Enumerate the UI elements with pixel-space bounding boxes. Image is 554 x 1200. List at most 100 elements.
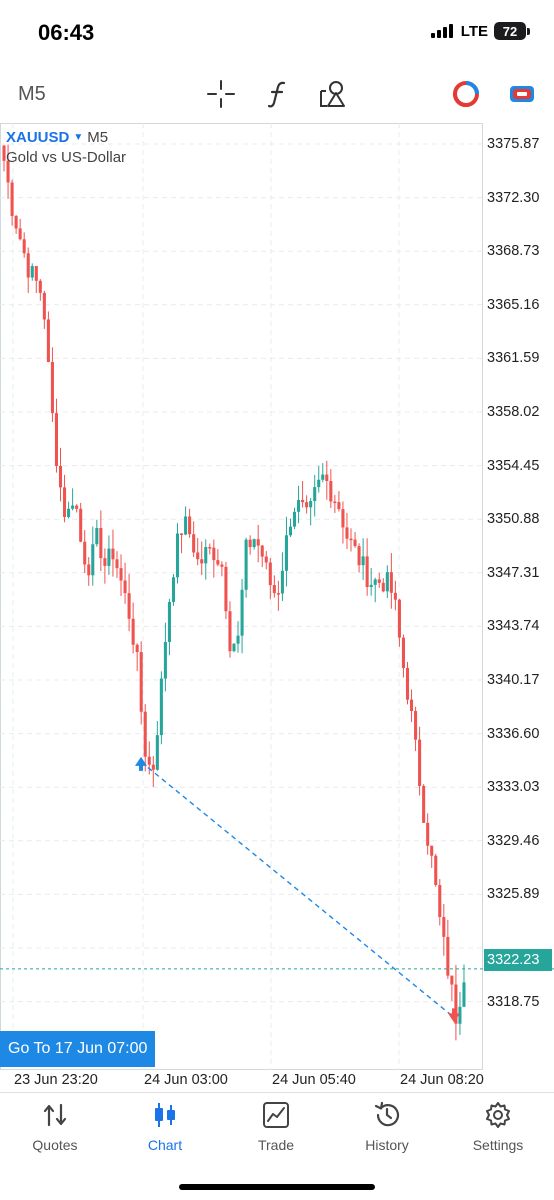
price-label: 3368.73 (487, 243, 540, 260)
candle-body (232, 643, 236, 652)
candle-body (414, 711, 418, 740)
candle-body (131, 618, 135, 645)
candle-body (123, 580, 127, 594)
candle-body (200, 559, 204, 564)
symbol-description: Gold vs US-Dollar (6, 149, 127, 166)
candle-body (450, 975, 454, 985)
candle-body (280, 570, 284, 594)
candle-body (6, 160, 10, 183)
candle-body (313, 487, 317, 502)
scroll-marker-icon (460, 1069, 462, 1070)
candle-body (151, 764, 155, 770)
candle-body (244, 539, 248, 590)
sell-arrow-icon (448, 1008, 460, 1023)
candle-body (75, 505, 79, 509)
candle-body (329, 480, 333, 502)
candle-body (438, 884, 442, 918)
chart-toolbar: M5 (0, 66, 554, 122)
candle-body (18, 228, 22, 240)
candle-body (353, 539, 357, 547)
price-label: 3375.87 (487, 136, 540, 152)
candle-body (409, 699, 414, 712)
objects-icon[interactable] (318, 78, 350, 110)
price-chart[interactable]: XAUUSD ▼ M5 Gold vs US-Dollar Go To 17 J… (0, 123, 554, 1070)
symbol-header: XAUUSD ▼ M5 (6, 129, 108, 146)
crosshair-icon[interactable] (205, 78, 237, 110)
tab-trade[interactable]: Trade (221, 1093, 331, 1159)
candle-body (272, 585, 276, 594)
candle-body (357, 546, 361, 566)
candle-body (369, 584, 373, 587)
tab-settings[interactable]: Settings (443, 1093, 553, 1159)
trade-icon (263, 1102, 289, 1128)
candle-body (321, 474, 325, 480)
tab-label: Trade (257, 1137, 295, 1153)
buy-arrow-icon (135, 756, 147, 771)
candle-body (292, 511, 297, 527)
candle-body (462, 982, 466, 1007)
candle-body (301, 499, 305, 503)
candle-body (46, 319, 50, 363)
current-price-label: 3322.23 (484, 949, 552, 971)
candle-body (83, 541, 87, 565)
candle-body (212, 547, 216, 561)
candle-body (454, 984, 458, 1024)
candle-body (10, 182, 14, 216)
goto-button[interactable]: Go To 17 Jun 07:00 (0, 1031, 156, 1067)
price-label: 3336.60 (487, 725, 540, 742)
candle-body (184, 516, 188, 535)
candle-body (175, 533, 180, 578)
candle-body (196, 552, 200, 560)
candle-body (42, 292, 46, 320)
candle-body (349, 538, 353, 541)
battery-icon: 72 (494, 22, 526, 40)
quotes-icon (43, 1103, 67, 1127)
account-icon[interactable] (506, 78, 538, 110)
settings-icon (486, 1102, 510, 1128)
candle-body (139, 652, 143, 712)
candle-body (325, 474, 329, 481)
candle-body (377, 579, 381, 583)
symbol-dropdown-icon[interactable]: ▼ (73, 132, 84, 143)
candle-body (385, 572, 389, 592)
candle-body (397, 599, 401, 638)
chart-frame (0, 123, 483, 1070)
price-label: 3329.46 (487, 832, 540, 849)
candle-body (224, 566, 228, 612)
status-indicators: LTE 72 (430, 22, 530, 40)
candle-body (155, 735, 159, 770)
tab-quotes[interactable]: Quotes (0, 1093, 110, 1159)
history-icon (374, 1101, 400, 1127)
time-label: 24 Jun 05:40 (272, 1072, 356, 1088)
candle-body (236, 635, 240, 644)
candle-body (268, 562, 272, 586)
function-icon[interactable] (262, 78, 294, 110)
candle-body (418, 739, 422, 786)
candle-body (361, 556, 365, 566)
tab-chart[interactable]: Chart (110, 1093, 220, 1159)
price-label: 3347.31 (487, 564, 540, 581)
bottom-tab-bar: Quotes Chart Trade History (0, 1092, 554, 1200)
candle-body (260, 545, 264, 557)
color-wheel-icon[interactable] (450, 78, 482, 110)
candle-body (220, 564, 224, 567)
candle-body (115, 559, 119, 569)
candle-body (317, 479, 321, 488)
candle-body (119, 568, 123, 581)
symbol-name[interactable]: XAUUSD (6, 129, 70, 146)
candle-body (34, 266, 38, 281)
tab-history[interactable]: History (332, 1093, 442, 1159)
candle-body (188, 516, 192, 535)
chart-canvas[interactable] (0, 123, 554, 1070)
timeframe-button[interactable]: M5 (18, 83, 46, 105)
tab-label: Quotes (32, 1137, 78, 1153)
candle-body (143, 711, 147, 757)
candle-body (288, 526, 293, 536)
candle-body (276, 593, 280, 595)
candle-body (337, 502, 341, 510)
chart-icon (155, 1103, 175, 1127)
time-label: 24 Jun 08:20 (400, 1072, 484, 1088)
candle-body (54, 413, 59, 466)
candle-body (345, 527, 349, 539)
signal-icon (430, 24, 453, 38)
